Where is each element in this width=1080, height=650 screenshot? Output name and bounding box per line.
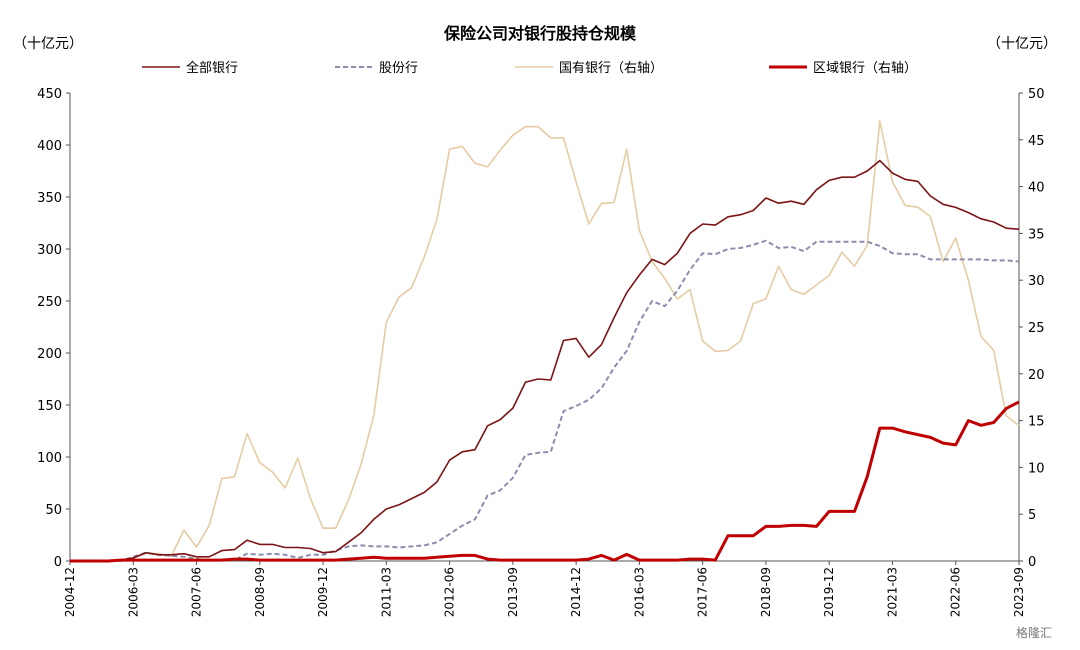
right-tick-label: 10 <box>1028 461 1045 476</box>
left-tick-label: 200 <box>37 347 62 362</box>
x-tick-label: 2021-03 <box>885 567 899 617</box>
left-axis-unit: （十亿元） <box>13 36 83 52</box>
right-tick-label: 45 <box>1028 134 1045 149</box>
right-axis-unit: （十亿元） <box>987 36 1057 52</box>
right-tick-label: 35 <box>1028 227 1045 242</box>
series-line-1 <box>70 239 1020 562</box>
right-tick-label: 40 <box>1028 181 1045 196</box>
legend-label: 国有银行（右轴） <box>559 61 663 76</box>
x-tick-label: 2009-12 <box>316 567 330 617</box>
left-tick-label: 300 <box>37 243 62 258</box>
legend: 全部银行 股份行 国有银行（右轴） 区域银行（右轴） <box>142 60 917 76</box>
left-tick-label: 400 <box>37 139 62 154</box>
x-tick-label: 2013-09 <box>506 567 520 617</box>
x-tick-label: 2023-09 <box>1012 567 1026 617</box>
right-tick-label: 0 <box>1028 555 1036 570</box>
right-tick-label: 50 <box>1028 87 1045 102</box>
right-tick-label: 30 <box>1028 274 1045 289</box>
x-tick-label: 2004-12 <box>63 567 77 617</box>
x-tick-label: 2016-03 <box>632 567 646 617</box>
chart-title: 保险公司对银行股持仓规模 <box>443 24 637 43</box>
x-tick-label: 2007-06 <box>190 567 204 617</box>
right-tick-label: 5 <box>1028 508 1036 523</box>
left-tick-label: 100 <box>37 451 62 466</box>
x-tick-label: 2012-06 <box>443 567 457 617</box>
right-tick-label: 25 <box>1028 321 1045 336</box>
x-tick-label: 2011-03 <box>379 567 393 617</box>
x-tick-label: 2019-12 <box>822 567 836 617</box>
left-tick-label: 150 <box>37 399 62 414</box>
left-tick-label: 450 <box>37 87 62 102</box>
watermark-text: 格隆汇 <box>1016 625 1052 640</box>
x-tick-label: 2018-09 <box>759 567 773 617</box>
legend-label: 股份行 <box>379 61 418 76</box>
plot-area <box>70 120 1020 563</box>
x-tick-label: 2006-03 <box>126 567 140 617</box>
left-tick-label: 50 <box>45 503 62 518</box>
x-tick-label: 2014-12 <box>569 567 583 617</box>
series-line-0 <box>70 159 1020 562</box>
legend-label: 全部银行 <box>186 60 238 76</box>
left-tick-label: 350 <box>37 191 62 206</box>
series-line-3 <box>70 400 1020 563</box>
right-tick-label: 20 <box>1028 368 1045 383</box>
x-tick-label: 2022-06 <box>949 567 963 617</box>
left-tick-label: 250 <box>37 295 62 310</box>
axes: 0 50 100 150 200 250 300 350 400 450 0 5 10 15 20 25 30 3… <box>37 87 1044 617</box>
right-tick-label: 15 <box>1028 415 1045 430</box>
x-tick-label: 2017-06 <box>696 567 710 617</box>
left-tick-label: 0 <box>54 555 62 570</box>
legend-label: 区域银行（右轴） <box>813 61 917 76</box>
series-line-2 <box>70 120 1020 562</box>
x-tick-label: 2008-09 <box>253 567 267 617</box>
